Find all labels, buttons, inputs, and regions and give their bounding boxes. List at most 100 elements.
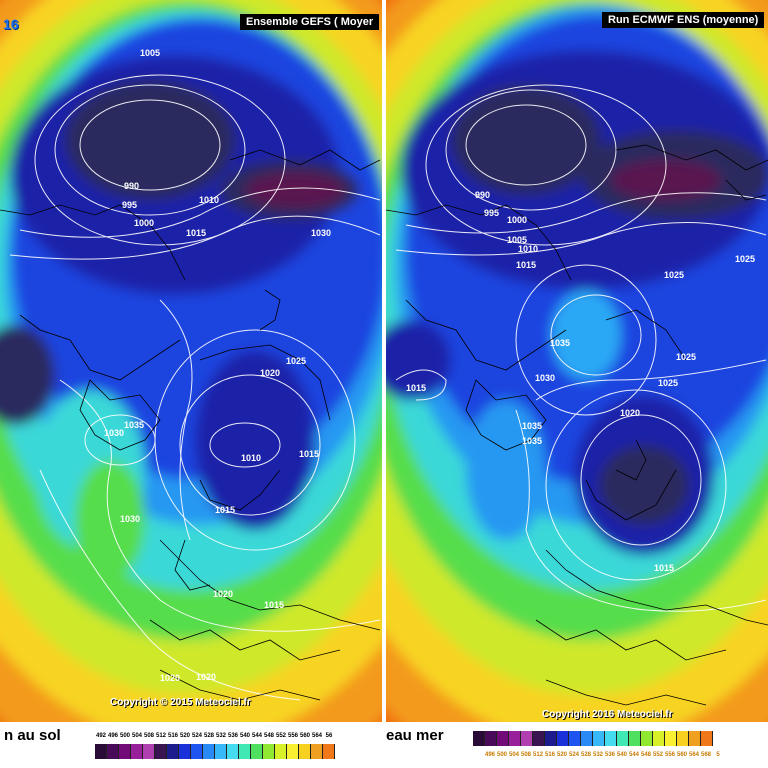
- legend-swatch: [593, 731, 605, 746]
- legend-swatch: [323, 744, 335, 759]
- isobar-label: 1025: [658, 378, 678, 388]
- legend-swatch: [263, 744, 275, 759]
- isobar-label: 1035: [522, 436, 542, 446]
- legend-swatch: [191, 744, 203, 759]
- isobar-label: 1000: [134, 218, 154, 228]
- isobar-lines: [9, 74, 381, 701]
- panel-divider: [382, 0, 386, 722]
- legend-label: 548: [263, 733, 274, 739]
- legend-label: 508: [143, 733, 154, 739]
- legend-label: 552: [275, 733, 286, 739]
- ecmwf-map-panel: 990 995 1000 1005 1010 1015 1025 1025 10…: [386, 0, 768, 722]
- legend-swatch: [107, 744, 119, 759]
- legend-label: 532: [215, 733, 226, 739]
- isobar-label: 1035: [550, 338, 570, 348]
- legend-label: 496: [484, 752, 495, 758]
- isobar-label: 1025: [676, 352, 696, 362]
- isobar-label: 1020: [260, 368, 280, 378]
- isobar-label: 995: [122, 200, 137, 210]
- legend-swatch: [287, 744, 299, 759]
- legend-label: 512: [532, 752, 543, 758]
- legend-swatch: [653, 731, 665, 746]
- isobar-lines: [395, 84, 767, 612]
- legend-label: 544: [251, 733, 262, 739]
- legend-label: 492: [95, 733, 106, 739]
- legend-label: 504: [131, 733, 142, 739]
- isobar-labels: 1005 990 995 1000 1010 1015 1030 1025 10…: [104, 48, 331, 683]
- isobar-label: 1015: [299, 449, 319, 459]
- isobar-label: 990: [475, 190, 490, 200]
- ecmwf-title: Run ECMWF ENS (moyenne): [602, 12, 765, 28]
- legend-label: 524: [191, 733, 202, 739]
- isobar-label: 1020: [160, 673, 180, 683]
- gefs-pressure-map: 1005 990 995 1000 1010 1015 1030 1025 10…: [0, 0, 382, 722]
- isobar-label: 1015: [264, 600, 284, 610]
- gefs-caption: n au sol: [4, 727, 61, 744]
- legend-label: 5: [716, 752, 720, 758]
- isobar-label: 995: [484, 208, 499, 218]
- legend-label: 560: [676, 752, 687, 758]
- legend-swatch: [665, 731, 677, 746]
- ecmwf-copyright: Copyright 2016 Meteociel.fr: [542, 709, 673, 720]
- legend-label: 548: [640, 752, 651, 758]
- legend-swatch: [641, 731, 653, 746]
- isobar-label: 1005: [140, 48, 160, 58]
- gefs-copyright: Copyright © 2015 Meteociel.fr: [110, 697, 251, 708]
- legend-swatch: [701, 731, 713, 746]
- legend-label: 520: [179, 733, 190, 739]
- isobar-labels: 990 995 1000 1005 1010 1015 1025 1025 10…: [406, 190, 755, 573]
- legend-swatch: [251, 744, 263, 759]
- legend-swatch: [485, 731, 497, 746]
- legend-swatch: [311, 744, 323, 759]
- isobar-label: 1025: [735, 254, 755, 264]
- legend-label: 544: [628, 752, 639, 758]
- gefs-legend-labels: 492 496 500 504 508 512 516 520 524 528 532 536 540 5…: [95, 733, 335, 739]
- legend-label: 56: [325, 733, 333, 739]
- legend-label: 528: [203, 733, 214, 739]
- isobar-label: 1010: [518, 244, 538, 254]
- legend-swatch: [215, 744, 227, 759]
- isobar-label: 1030: [535, 373, 555, 383]
- isobar-label: 1030: [311, 228, 331, 238]
- ecmwf-legend-labels: 496 500 504 508 512 516 520 524 528 532 536 540 544 5…: [484, 752, 724, 758]
- isobar-label: 990: [124, 181, 139, 191]
- gefs-title: Ensemble GEFS ( Moyer: [240, 14, 380, 30]
- legend-swatch: [167, 744, 179, 759]
- legend-swatch: [497, 731, 509, 746]
- isobar-label: 1015: [654, 563, 674, 573]
- legend-label: 516: [167, 733, 178, 739]
- legend-swatch: [95, 744, 107, 759]
- legend-label: 512: [155, 733, 166, 739]
- isobar-label: 1030: [120, 514, 140, 524]
- legend-label: 556: [664, 752, 675, 758]
- legend-swatch: [203, 744, 215, 759]
- legend-label: 516: [544, 752, 555, 758]
- legend-swatch: [581, 731, 593, 746]
- legend-swatch: [119, 744, 131, 759]
- legend-swatch: [605, 731, 617, 746]
- legend-swatch: [677, 731, 689, 746]
- legend-label: 560: [299, 733, 310, 739]
- ecmwf-color-legend: [473, 731, 713, 746]
- isobar-label: 1000: [507, 215, 527, 225]
- legend-label: 540: [239, 733, 250, 739]
- legend-swatch: [143, 744, 155, 759]
- legend-swatch: [131, 744, 143, 759]
- legend-swatch: [617, 731, 629, 746]
- legend-label: 536: [227, 733, 238, 739]
- coastlines: [0, 149, 381, 701]
- isobar-label: 1015: [186, 228, 206, 238]
- legend-swatch: [509, 731, 521, 746]
- legend-label: 500: [119, 733, 130, 739]
- legend-swatch: [473, 731, 485, 746]
- legend-label: 540: [616, 752, 627, 758]
- legend-label: 520: [556, 752, 567, 758]
- legend-label: 532: [592, 752, 603, 758]
- legend-swatch: [155, 744, 167, 759]
- isobar-label: 1020: [196, 672, 216, 682]
- legend-swatch: [275, 744, 287, 759]
- legend-swatch: [533, 731, 545, 746]
- isobar-label: 1015: [516, 260, 536, 270]
- isobar-label: 1020: [620, 408, 640, 418]
- legend-swatch: [179, 744, 191, 759]
